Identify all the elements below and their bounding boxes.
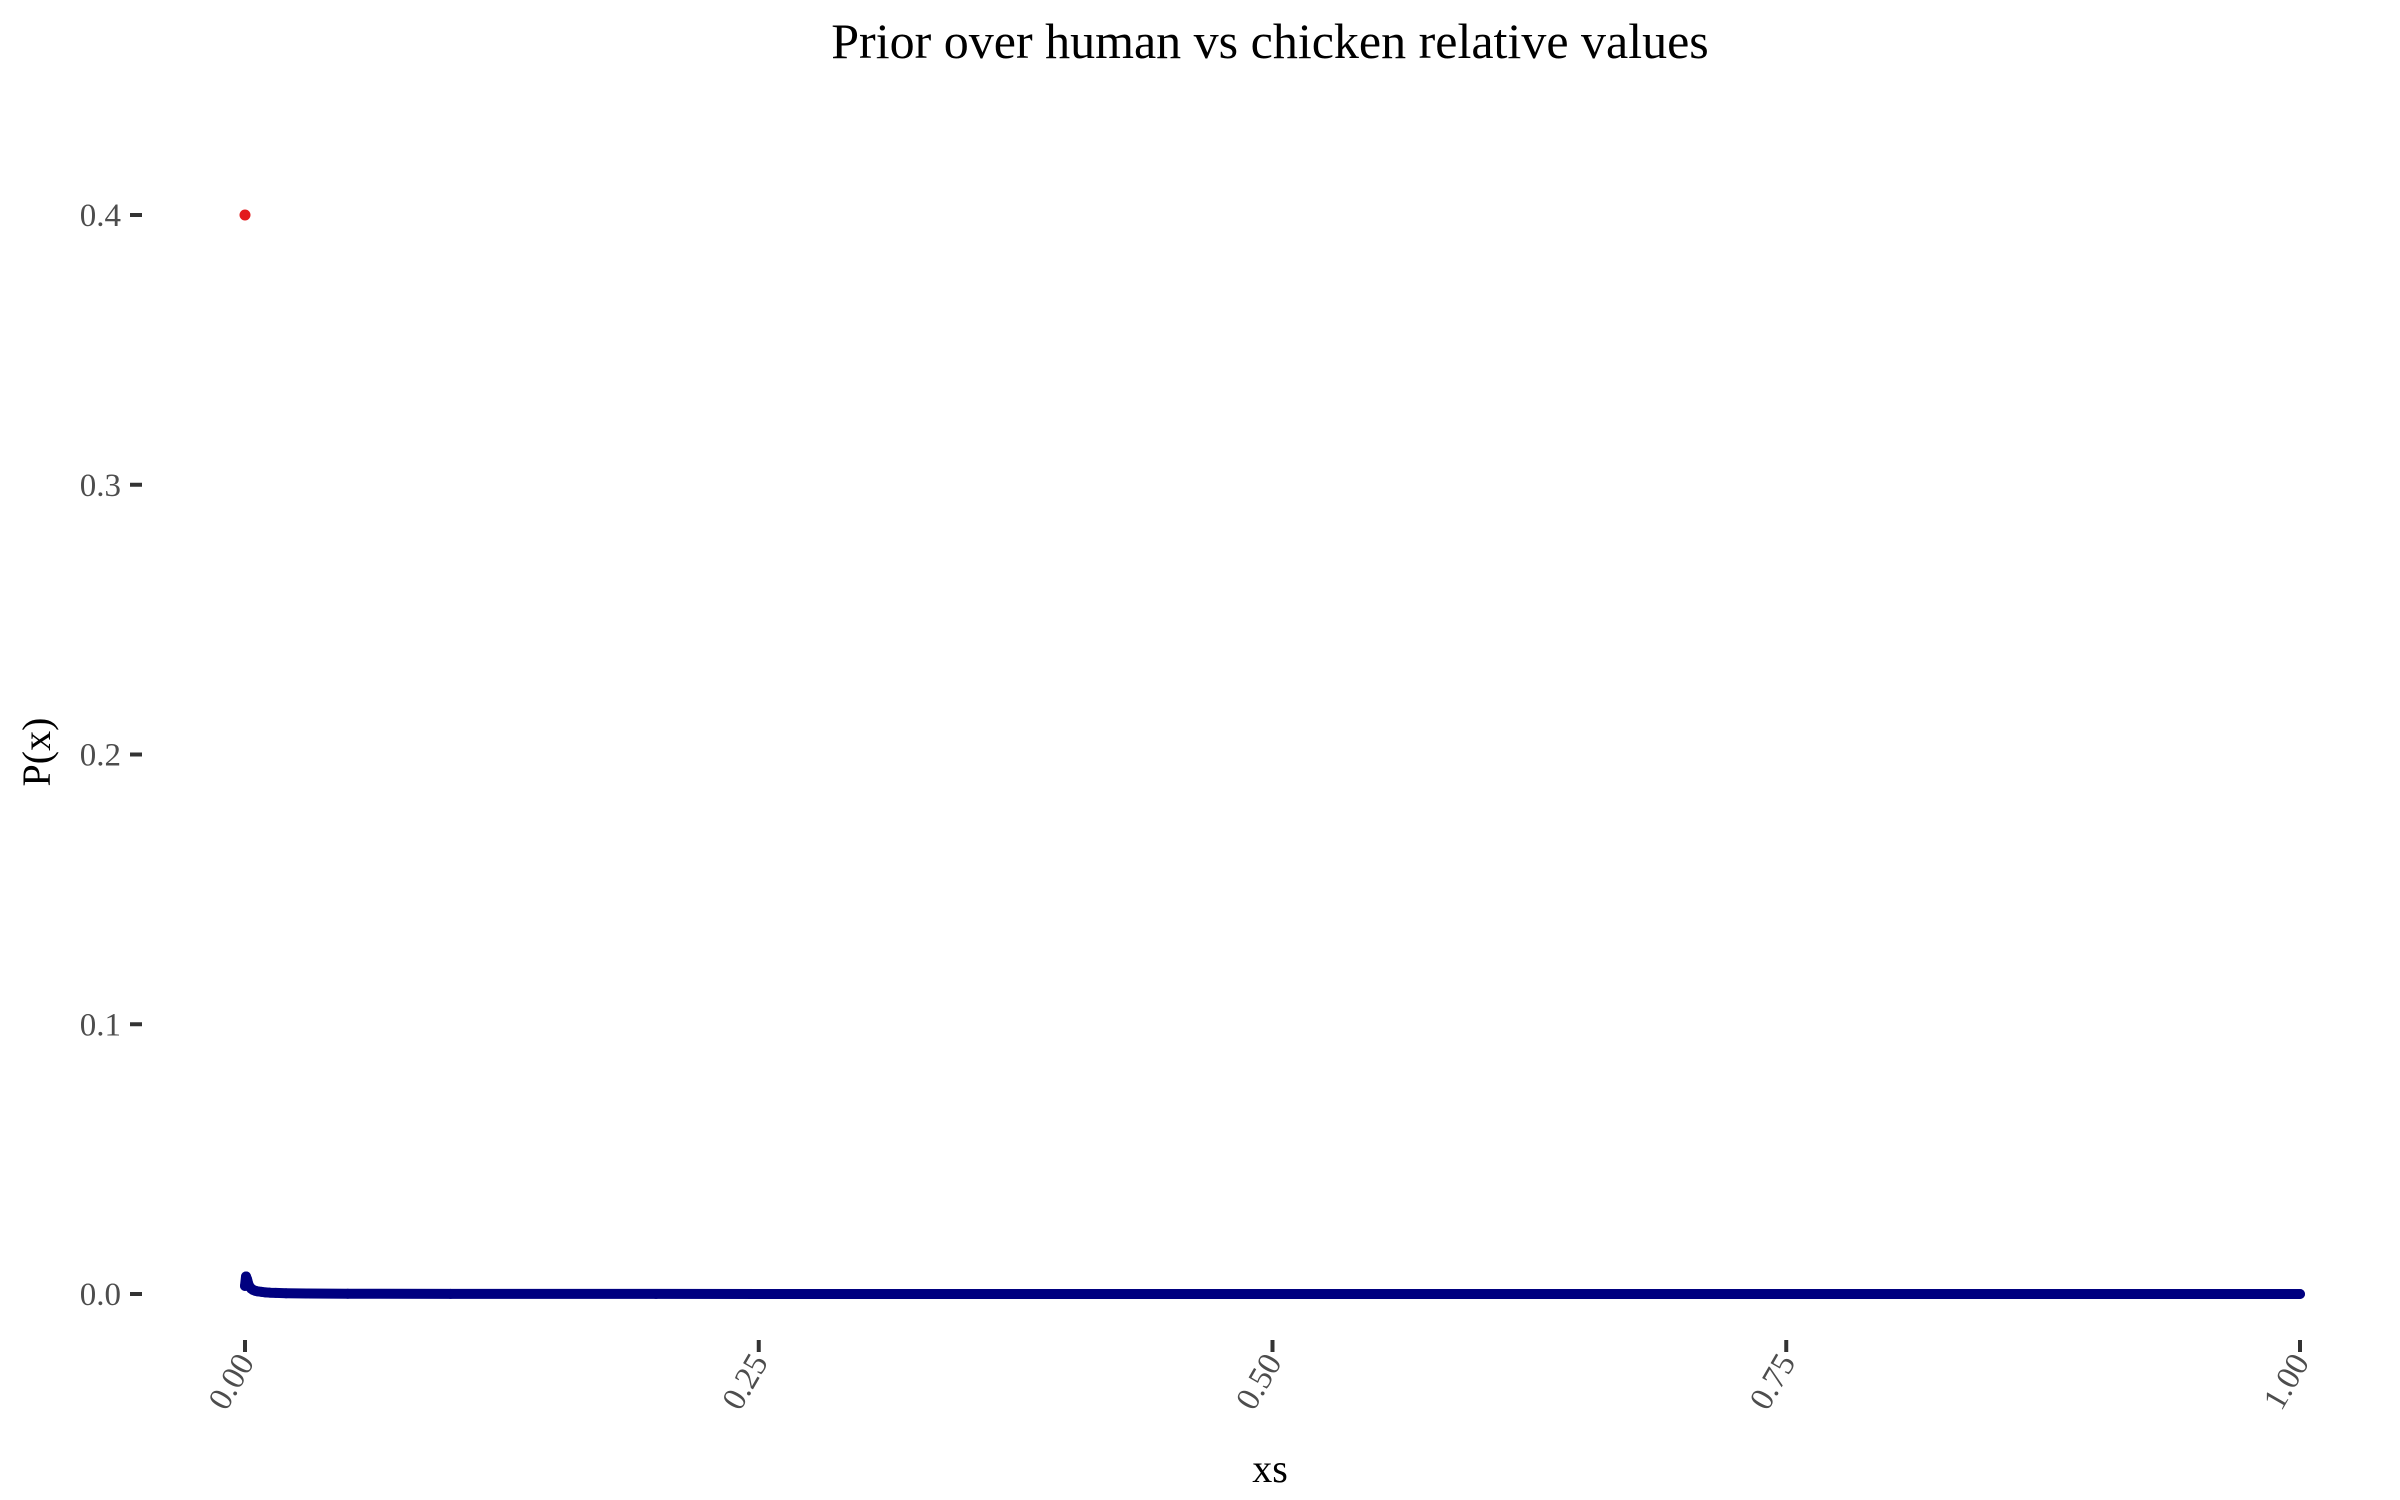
distribution-point [301,1288,312,1299]
distribution-point [1062,1288,1072,1299]
highlight-point [239,209,251,221]
distribution-point [281,1288,292,1299]
distribution-point [1473,1289,1483,1299]
chart-title: Prior over human vs chicken relative val… [831,13,1709,69]
x-axis: 0.00 0.25 0.50 0.75 1.00 [202,1340,2317,1416]
distribution-point [856,1288,867,1299]
y-tick-label: 0.3 [80,468,121,504]
distribution-point [1678,1289,1689,1299]
plot-area [239,209,2305,1299]
y-tick-label: 0.4 [80,198,121,234]
distribution-point [342,1288,353,1299]
x-axis-title: xs [1252,1446,1288,1491]
distribution-point [651,1288,661,1299]
y-axis: 0.0 0.1 0.2 0.3 0.4 [80,198,142,1313]
x-tick-label: 1.00 [2257,1348,2317,1416]
distribution-point [445,1288,456,1299]
distribution-point [2089,1289,2100,1299]
x-tick-label: 0.50 [1229,1348,1289,1416]
distribution-point [2295,1289,2305,1299]
y-tick-label: 0.0 [80,1277,121,1313]
y-tick-label: 0.2 [80,738,121,774]
x-tick-label: 0.00 [202,1348,262,1416]
y-axis-title: P(x) [14,718,59,787]
distribution-point [1884,1289,1894,1299]
x-tick-label: 0.75 [1743,1348,1803,1416]
distribution-point [270,1287,281,1298]
distribution-point [1267,1288,1278,1299]
x-tick-label: 0.25 [716,1348,776,1416]
y-tick-label: 0.1 [80,1007,121,1043]
